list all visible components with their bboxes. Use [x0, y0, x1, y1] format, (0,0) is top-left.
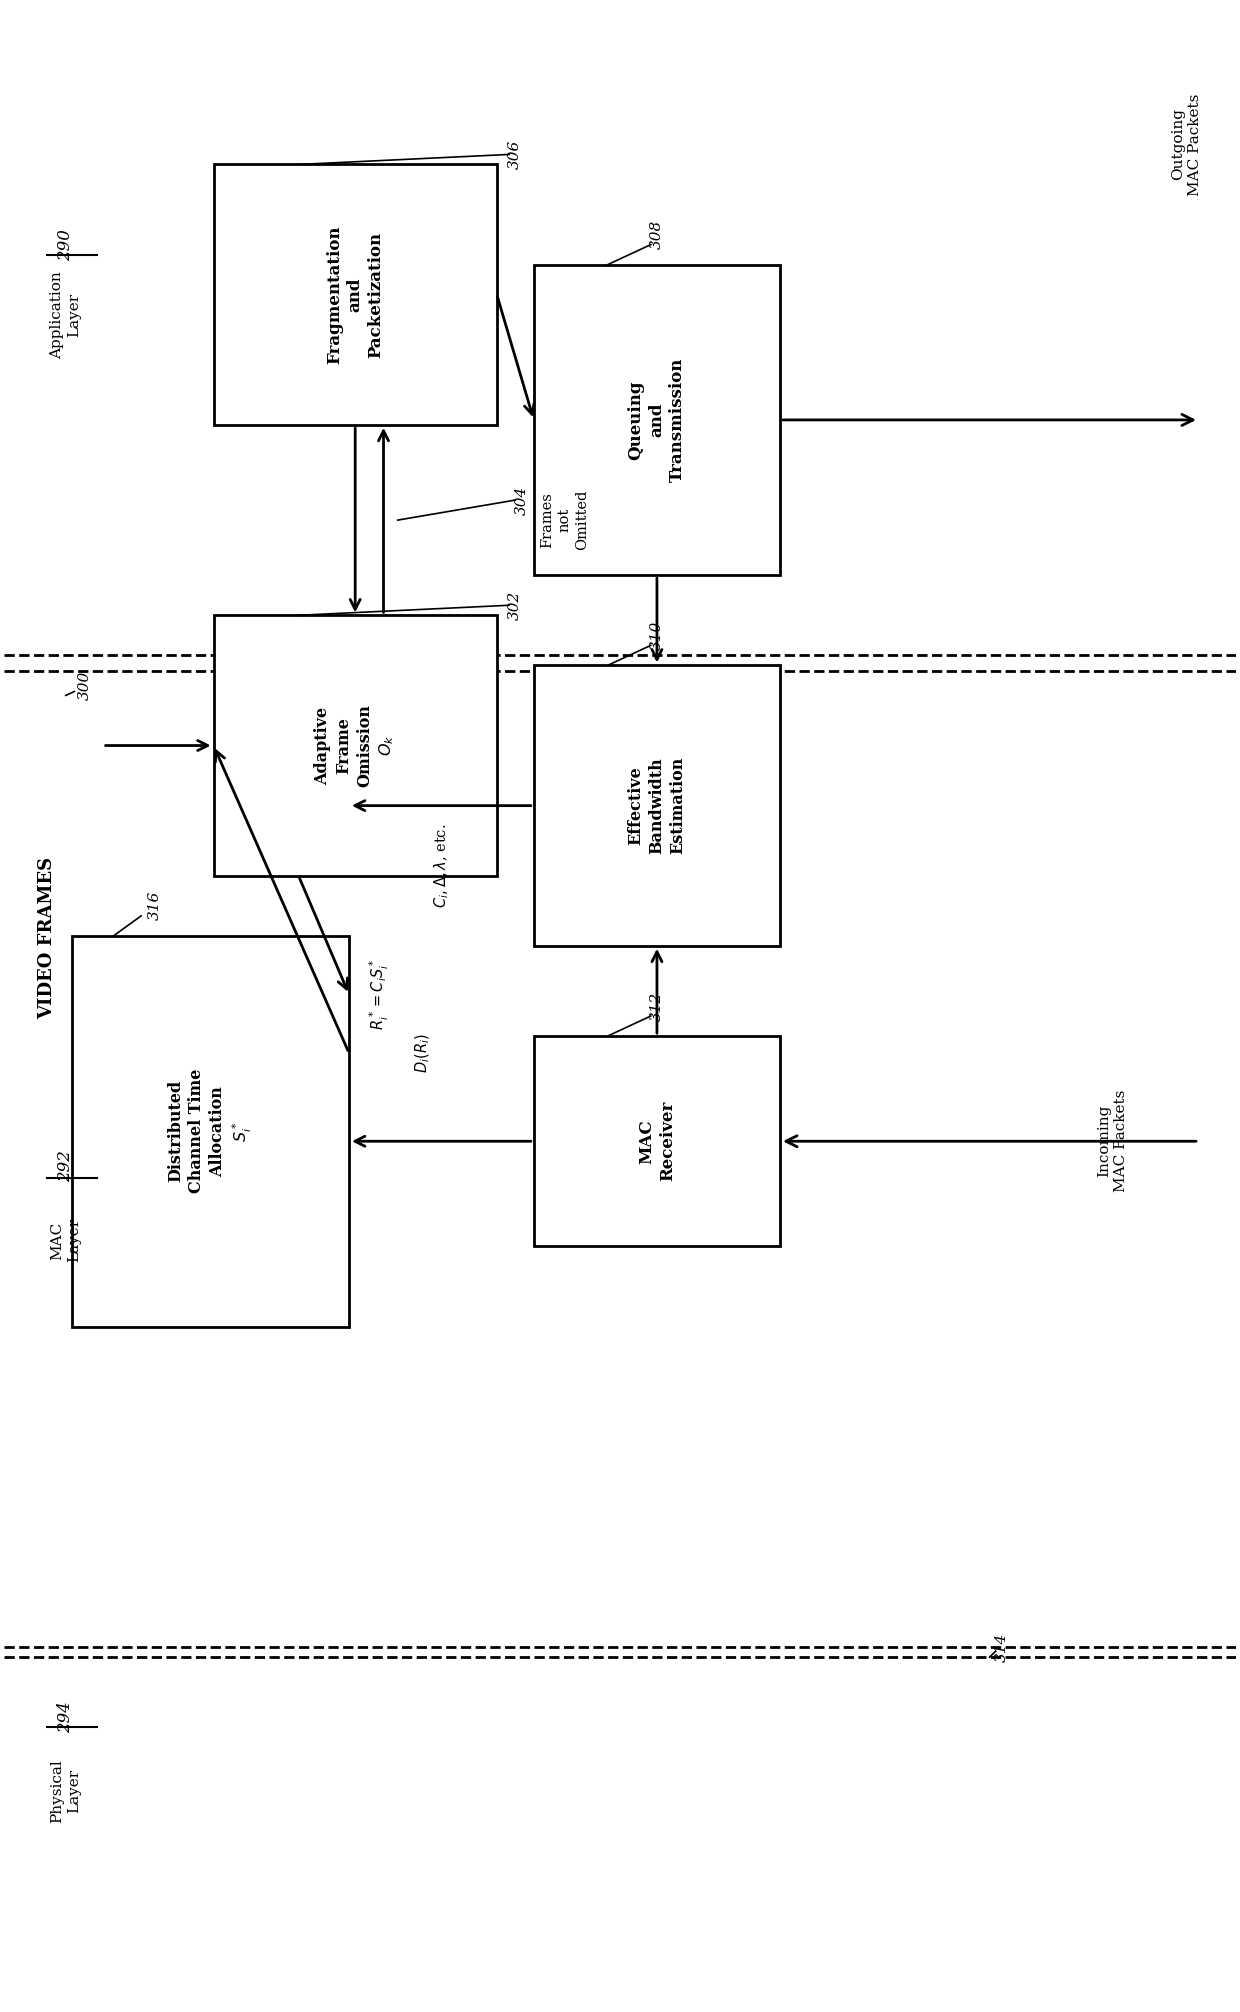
Bar — [533, 266, 780, 575]
Text: 294: 294 — [57, 1702, 74, 1732]
Bar — [533, 666, 780, 946]
Bar — [72, 936, 348, 1326]
Text: 300: 300 — [78, 670, 92, 700]
Text: 290: 290 — [57, 229, 74, 260]
Text: 306: 306 — [508, 139, 522, 169]
Text: 304: 304 — [515, 485, 528, 515]
Text: MAC
Receiver: MAC Receiver — [639, 1101, 676, 1181]
Text: Incoming
MAC Packets: Incoming MAC Packets — [1097, 1091, 1128, 1193]
Bar — [533, 1036, 780, 1247]
Text: 312: 312 — [650, 992, 663, 1020]
Text: 310: 310 — [650, 620, 663, 650]
Text: Outgoing
MAC Packets: Outgoing MAC Packets — [1171, 93, 1203, 195]
Text: 314: 314 — [994, 1632, 1009, 1662]
Bar — [213, 616, 497, 875]
Text: VIDEO FRAMES: VIDEO FRAMES — [38, 857, 56, 1020]
Text: Distributed
Channel Time
Allocation
$S_i^*$: Distributed Channel Time Allocation $S_i… — [167, 1068, 254, 1193]
Text: 308: 308 — [650, 219, 663, 249]
Text: Frames
not
Omitted: Frames not Omitted — [541, 491, 589, 551]
Text: MAC
Layer: MAC Layer — [50, 1219, 82, 1262]
Text: $R_i^*=C_iS_i^*$: $R_i^*=C_iS_i^*$ — [368, 958, 392, 1030]
Text: 292: 292 — [57, 1151, 74, 1183]
Text: Adaptive
Frame
Omission
$O_k$: Adaptive Frame Omission $O_k$ — [315, 704, 396, 787]
Text: Effective
Bandwidth
Estimation: Effective Bandwidth Estimation — [627, 757, 687, 855]
Text: $C_i, \Delta, \lambda$, etc.: $C_i, \Delta, \lambda$, etc. — [432, 823, 451, 907]
Text: 302: 302 — [508, 592, 522, 620]
Text: Application
Layer: Application Layer — [50, 272, 82, 358]
Text: Physical
Layer: Physical Layer — [50, 1760, 82, 1823]
Bar — [213, 165, 497, 425]
Text: 316: 316 — [148, 891, 162, 919]
Text: $D_i(R_i)$: $D_i(R_i)$ — [414, 1032, 432, 1072]
Text: Fragmentation
and
Packetization: Fragmentation and Packetization — [326, 225, 384, 364]
Text: Queuing
and
Transmission: Queuing and Transmission — [627, 358, 687, 483]
